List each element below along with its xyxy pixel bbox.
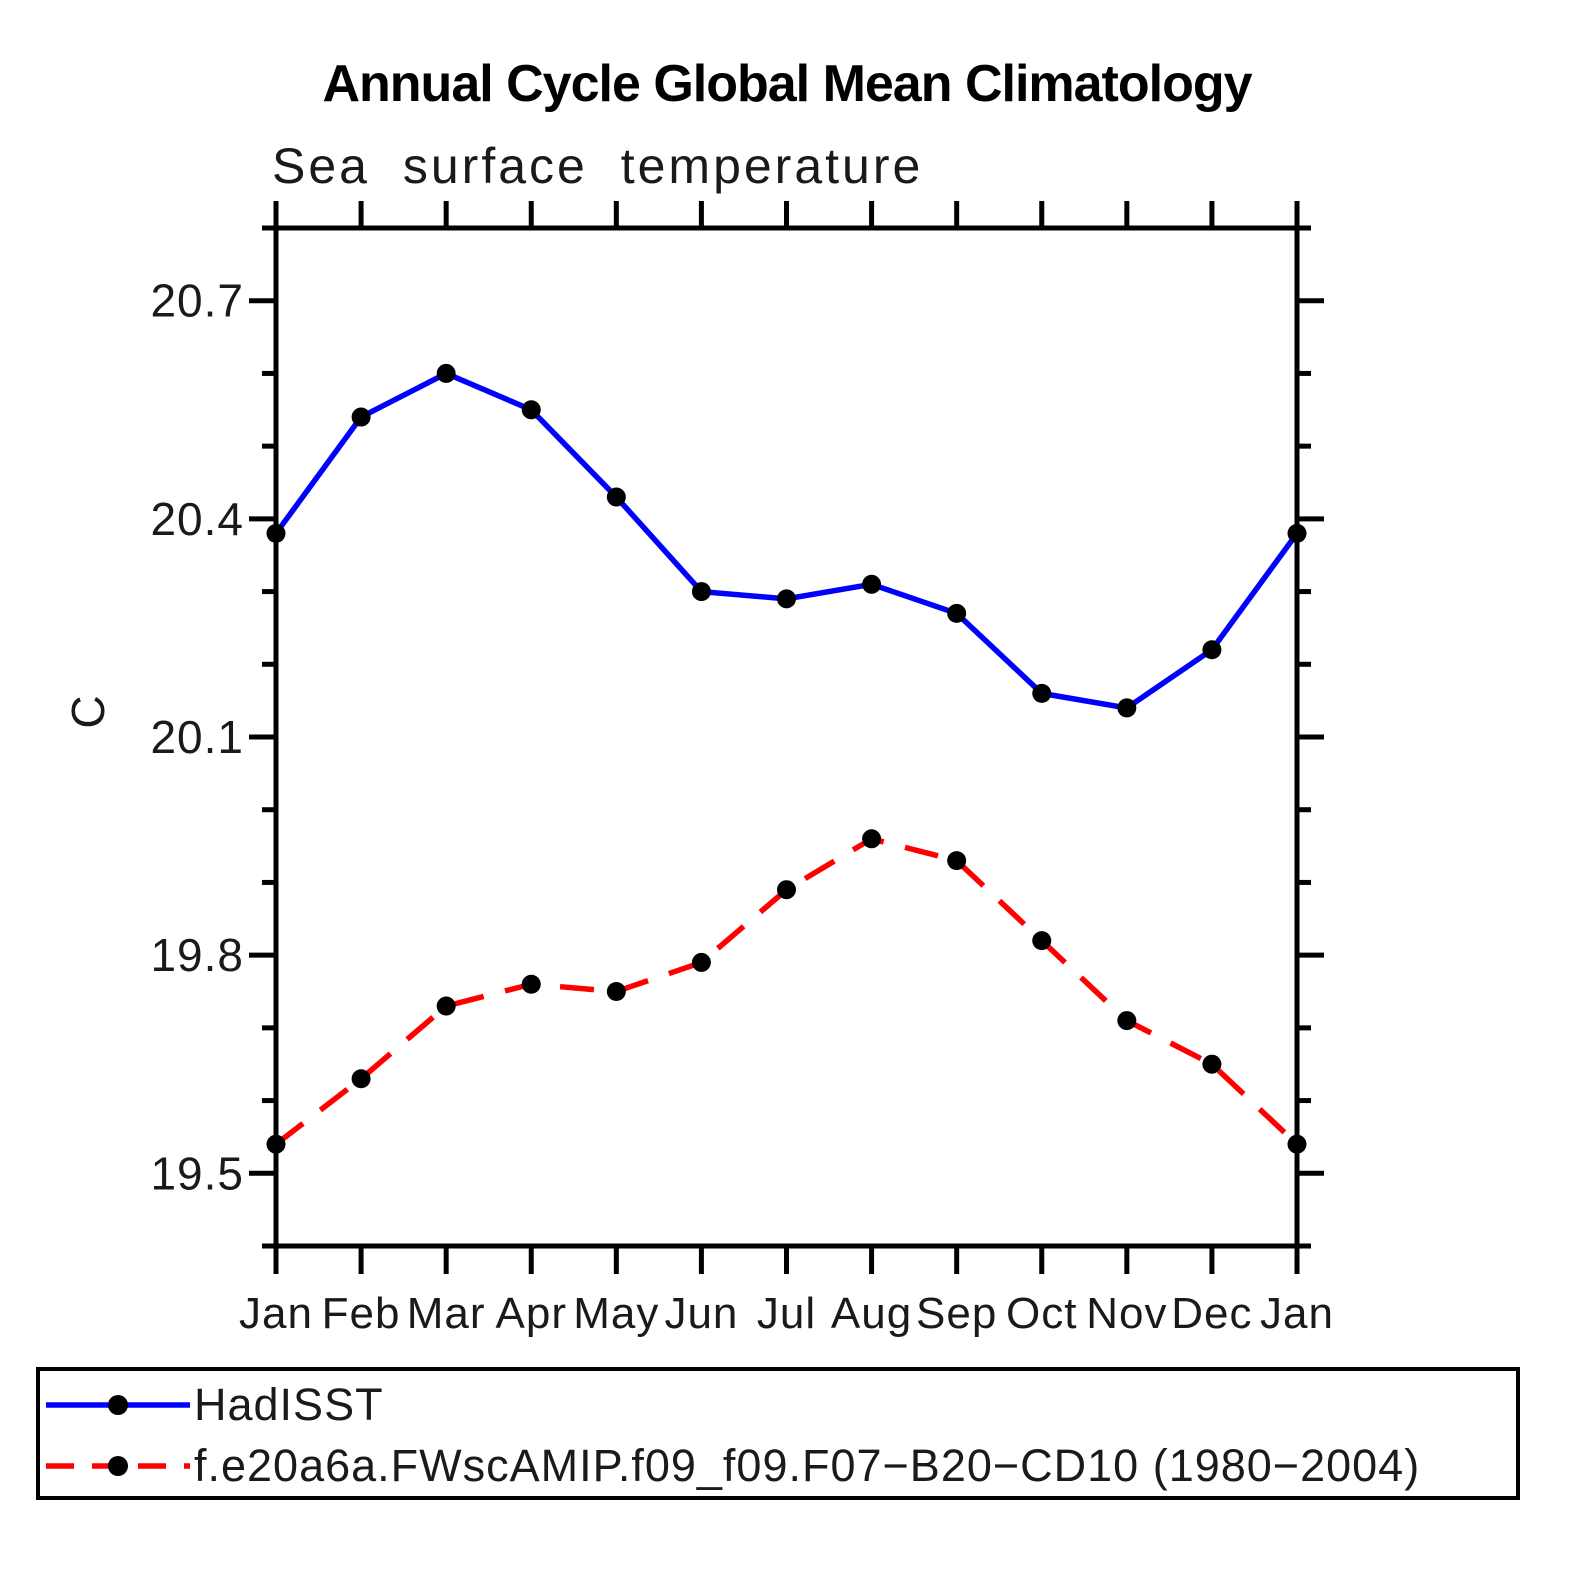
data-point-marker [436,363,456,383]
chart-subtitle: Sea surface temperature [272,138,924,194]
data-point-marker [606,982,626,1001]
legend-label-model: f.e20a6a.FWscAMIP.f09_f09.F07−B20−CD10 (… [194,1440,1421,1491]
x-tick-label: Oct [1006,1289,1077,1338]
data-point-marker [1202,1054,1222,1074]
data-point-marker [436,996,456,1016]
data-point-marker [1202,640,1222,660]
y-ticks [249,225,1324,1249]
data-point-marker [266,523,286,543]
y-tick-label: 20.4 [150,493,244,545]
legend-entry-hadisst: HadISST [44,1379,384,1430]
data-point-marker [691,582,711,602]
x-tick-label: Mar [407,1289,486,1338]
legend-entry-model: f.e20a6a.FWscAMIP.f09_f09.F07−B20−CD10 (… [44,1440,1420,1491]
chart-title: Annual Cycle Global Mean Climatology [322,55,1252,113]
x-tick-label: Jul [757,1289,816,1338]
data-point-marker [1117,698,1137,718]
data-point-marker [777,589,796,609]
y-tick-label: 19.5 [150,1147,244,1199]
data-point-marker [947,851,967,871]
data-point-marker [691,952,711,972]
data-point-marker [1032,931,1052,951]
x-tick-label: Jan [239,1289,313,1338]
data-point-marker [1117,1011,1137,1031]
legend-label-hadisst: HadISST [194,1379,384,1430]
data-point-marker [351,1069,371,1089]
legend-line-sample-hadisst [46,1395,190,1415]
data-point-marker [606,487,626,507]
x-tick-labels: Jan Feb Mar Apr May Jun Jul Aug Sep Oct Nov Dec Jan [239,1289,1334,1338]
series-line-0 [273,370,1300,711]
series-markers-1 [266,829,1307,1154]
data-point-marker [1287,523,1307,543]
y-tick-label: 20.1 [150,711,244,763]
x-tick-label: Feb [322,1289,401,1338]
x-tick-label: Apr [496,1289,567,1338]
data-point-marker [862,574,882,594]
data-point-marker [351,407,371,427]
data-point-marker [777,880,796,900]
x-tick-label: Jan [1260,1289,1334,1338]
y-tick-label: 20.7 [150,275,244,327]
legend-marker-dot [108,1456,128,1476]
data-point-marker [266,1134,286,1154]
legend-marker-dot [108,1395,128,1415]
data-point-marker [521,400,541,420]
x-ticks [273,201,1300,1274]
y-tick-label: 19.8 [150,929,244,981]
data-point-marker [1287,1134,1307,1154]
x-tick-label: Aug [831,1289,912,1338]
x-tick-label: Nov [1086,1289,1167,1338]
data-point-marker [947,603,967,623]
series-markers-0 [266,363,1307,718]
plot-area: Jan Feb Mar Apr May Jun Jul Aug Sep Oct Nov Dec Jan1… [62,201,1334,1338]
data-point-marker [521,974,541,994]
x-tick-label: Dec [1171,1289,1252,1338]
x-tick-label: Sep [916,1289,997,1338]
y-axis-label: C [62,695,114,728]
data-point-marker [862,829,882,849]
legend: HadISST f.e20a6a.FWscAMIP.f09_f09.F07−B2… [36,1367,1520,1500]
data-point-marker [1032,683,1052,703]
x-tick-label: May [573,1289,659,1338]
x-tick-label: Jun [664,1289,738,1338]
y-tick-labels: 19.5 19.8 20.1 20.4 20.7 [150,275,244,1200]
legend-line-sample-model [46,1456,190,1476]
